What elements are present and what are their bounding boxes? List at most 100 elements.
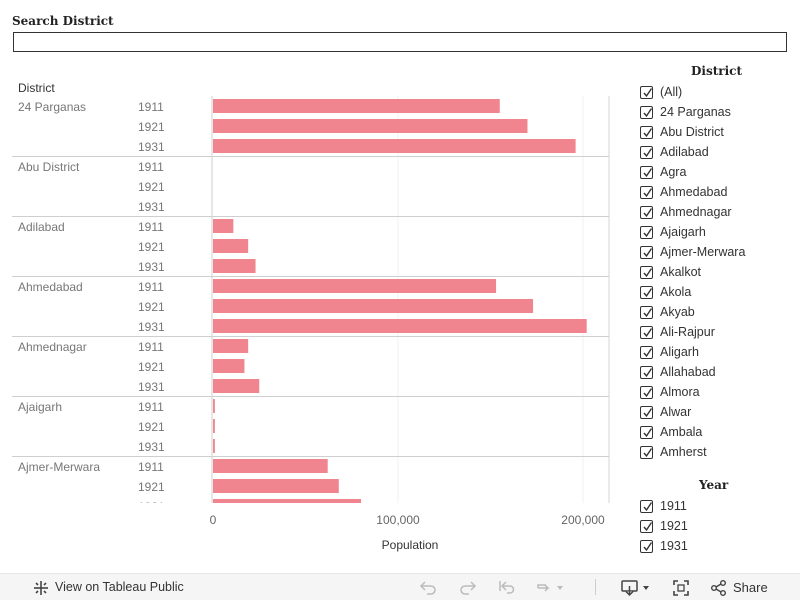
year-filter-list[interactable]: 1911 1921 1931 bbox=[640, 496, 790, 558]
revert-icon[interactable] bbox=[498, 579, 516, 595]
checkbox[interactable] bbox=[640, 85, 653, 99]
district-filter-label: Ahmednagar bbox=[660, 205, 732, 219]
checkbox[interactable] bbox=[640, 519, 653, 533]
district-label: Ajmer-Merwara bbox=[18, 460, 100, 474]
x-tick-label: 100,000 bbox=[376, 513, 420, 527]
year-filter-item[interactable]: 1911 bbox=[640, 496, 790, 516]
checkbox[interactable] bbox=[640, 325, 653, 339]
checkbox[interactable] bbox=[640, 539, 653, 553]
bar[interactable] bbox=[213, 379, 260, 393]
year-filter-item[interactable]: 1931 bbox=[640, 536, 790, 556]
district-filter-item[interactable]: Akola bbox=[640, 282, 790, 302]
district-filter-label: Ali-Rajpur bbox=[660, 325, 715, 339]
bar[interactable] bbox=[213, 399, 215, 413]
district-filter-item[interactable]: Ahmedabad bbox=[640, 182, 790, 202]
year-filter-label: 1921 bbox=[660, 519, 688, 533]
district-filter-label: Ajaigarh bbox=[660, 225, 706, 239]
district-filter-item[interactable]: Ajmer-Merwara bbox=[640, 242, 790, 262]
district-filter-item[interactable]: Almora bbox=[640, 382, 790, 402]
district-filter-item[interactable]: Amherst bbox=[640, 442, 790, 462]
bar[interactable] bbox=[213, 99, 500, 113]
checkbox[interactable] bbox=[640, 425, 653, 439]
district-filter-item[interactable]: Adilabad bbox=[640, 142, 790, 162]
bar[interactable] bbox=[213, 219, 234, 233]
share-button[interactable]: Share bbox=[733, 580, 768, 595]
chart-area[interactable]: 24 Parganas 1911 1921 1931 Abu District 1911 1… bbox=[12, 96, 610, 503]
district-filter-list[interactable]: (All) 24 Parganas Abu District Adilabad Agra… bbox=[640, 82, 790, 467]
checkbox[interactable] bbox=[640, 125, 653, 139]
share-icon[interactable] bbox=[710, 579, 728, 597]
checkbox[interactable] bbox=[640, 405, 653, 419]
bar[interactable] bbox=[213, 119, 528, 133]
checkbox[interactable] bbox=[640, 305, 653, 319]
district-label: Adilabad bbox=[18, 220, 65, 234]
fullscreen-icon[interactable] bbox=[672, 579, 690, 597]
district-filter-label: Ajmer-Merwara bbox=[660, 245, 746, 259]
bar[interactable] bbox=[213, 319, 587, 333]
checkbox[interactable] bbox=[640, 205, 653, 219]
year-label: 1921 bbox=[138, 120, 165, 134]
checkbox[interactable] bbox=[640, 445, 653, 459]
checkbox[interactable] bbox=[640, 105, 653, 119]
tableau-logo-icon bbox=[34, 581, 48, 595]
checkbox[interactable] bbox=[640, 285, 653, 299]
district-filter-item[interactable]: Abu District bbox=[640, 122, 790, 142]
bar[interactable] bbox=[213, 259, 256, 273]
district-filter-item[interactable]: (All) bbox=[640, 82, 790, 102]
district-filter-item[interactable]: Ajaigarh bbox=[640, 222, 790, 242]
bar[interactable] bbox=[213, 419, 215, 433]
checkbox[interactable] bbox=[640, 385, 653, 399]
year-label: 1921 bbox=[138, 300, 165, 314]
checkbox[interactable] bbox=[640, 185, 653, 199]
year-label: 1911 bbox=[138, 340, 164, 354]
district-label: Ajaigarh bbox=[18, 400, 62, 414]
bar[interactable] bbox=[213, 479, 339, 493]
district-filter-item[interactable]: Akyab bbox=[640, 302, 790, 322]
district-label: Ahmedabad bbox=[18, 280, 83, 294]
year-label: 1911 bbox=[138, 220, 164, 234]
district-filter-label: Akalkot bbox=[660, 265, 701, 279]
bar[interactable] bbox=[213, 459, 328, 473]
bar[interactable] bbox=[213, 239, 249, 253]
bar[interactable] bbox=[213, 439, 215, 453]
year-label: 1921 bbox=[138, 360, 165, 374]
year-label: 1931 bbox=[138, 200, 165, 214]
year-label: 1931 bbox=[138, 440, 165, 454]
year-filter-item[interactable]: 1921 bbox=[640, 516, 790, 536]
district-filter-item[interactable]: Ali-Rajpur bbox=[640, 322, 790, 342]
bar[interactable] bbox=[213, 499, 361, 503]
district-label: Ahmednagar bbox=[18, 340, 87, 354]
view-on-tableau-link[interactable]: View on Tableau Public bbox=[55, 580, 184, 594]
district-filter-item[interactable]: Ahmednagar bbox=[640, 202, 790, 222]
district-filter-item[interactable]: Agra bbox=[640, 162, 790, 182]
year-label: 1911 bbox=[138, 100, 164, 114]
district-filter-label: Adilabad bbox=[660, 145, 709, 159]
checkbox[interactable] bbox=[640, 265, 653, 279]
checkbox[interactable] bbox=[640, 365, 653, 379]
district-filter-item[interactable]: Alwar bbox=[640, 402, 790, 422]
checkbox[interactable] bbox=[640, 145, 653, 159]
checkbox[interactable] bbox=[640, 345, 653, 359]
redo-icon[interactable] bbox=[459, 579, 477, 595]
checkbox[interactable] bbox=[640, 499, 653, 513]
district-filter-item[interactable]: 24 Parganas bbox=[640, 102, 790, 122]
bar[interactable] bbox=[213, 139, 576, 153]
checkbox[interactable] bbox=[640, 225, 653, 239]
checkbox[interactable] bbox=[640, 245, 653, 259]
x-axis-title: Population bbox=[382, 538, 439, 552]
district-filter-item[interactable]: Aligarh bbox=[640, 342, 790, 362]
refresh-icon[interactable] bbox=[535, 579, 565, 595]
district-label: 24 Parganas bbox=[18, 100, 86, 114]
district-filter-label: Akola bbox=[660, 285, 692, 299]
district-search-input[interactable] bbox=[13, 32, 787, 52]
district-filter-item[interactable]: Akalkot bbox=[640, 262, 790, 282]
checkbox[interactable] bbox=[640, 165, 653, 179]
bar[interactable] bbox=[213, 339, 249, 353]
bar[interactable] bbox=[213, 299, 534, 313]
district-filter-item[interactable]: Ambala bbox=[640, 422, 790, 442]
bar[interactable] bbox=[213, 359, 245, 373]
undo-icon[interactable] bbox=[419, 579, 437, 595]
district-filter-item[interactable]: Allahabad bbox=[640, 362, 790, 382]
bar[interactable] bbox=[213, 279, 497, 293]
download-icon[interactable] bbox=[620, 579, 652, 597]
